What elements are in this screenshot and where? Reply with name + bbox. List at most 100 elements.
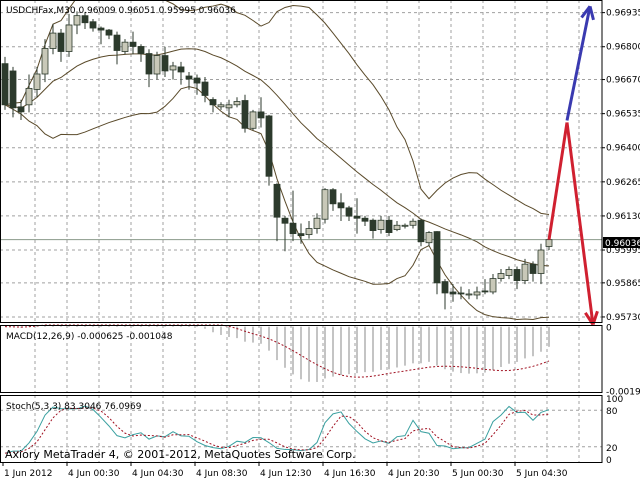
candle-bear <box>113 34 121 51</box>
candle-bear <box>449 291 457 295</box>
candle-bear <box>9 70 17 109</box>
time-tick-label: 5 Jun 04:30 <box>516 469 568 479</box>
price-axis: 0.96935 0.96800 0.96670 0.96535 0.96400 0.962… <box>602 9 640 466</box>
candle-bull <box>233 101 241 106</box>
candle-bear <box>337 202 345 209</box>
candle-bull <box>521 263 529 281</box>
price-tick-label: 0.96130 <box>606 212 640 222</box>
candle-bear <box>17 106 25 113</box>
candle-bear <box>329 189 337 205</box>
chart-title: USDCHFax,M30 0.96009 0.96051 0.95995 0.9… <box>6 6 236 16</box>
macd-tick-label: 0 <box>606 324 612 334</box>
current-price-label: 0.96036 <box>605 239 640 249</box>
time-tick-label: 4 Jun 00:30 <box>68 469 120 479</box>
candle-bear <box>361 217 369 222</box>
candle-bull <box>305 228 313 236</box>
macd-label: MACD(12,26,9) -0.000625 -0.001048 <box>6 332 173 342</box>
panel-frames <box>0 0 603 463</box>
time-tick-label: 4 Jun 16:30 <box>324 469 376 479</box>
candle-bull <box>489 278 497 293</box>
candle-bear <box>265 115 273 177</box>
candle-bull <box>393 224 401 230</box>
candle-bear <box>97 27 105 31</box>
red-arrow-up-leg <box>547 122 569 240</box>
blue-arrow-up-head <box>580 5 592 19</box>
candle-bear <box>257 111 265 119</box>
candle-bull <box>465 293 473 296</box>
bollinger-middle <box>4 48 550 267</box>
candle-bear <box>81 15 89 24</box>
stoch-tick-label: 0 <box>606 456 612 466</box>
blue-arrow-up-head <box>588 5 595 21</box>
candle-bull <box>121 41 129 52</box>
candle-bear <box>145 53 153 75</box>
candle-bear <box>89 21 97 29</box>
stoch-tick-label: 80 <box>606 407 618 417</box>
candle-bear <box>1 63 9 106</box>
grid <box>0 0 602 462</box>
candle-bear <box>441 281 449 294</box>
macd-panel <box>4 324 550 382</box>
bollinger-bands <box>4 0 550 320</box>
candle-bull <box>401 224 409 227</box>
candle-bear <box>57 32 65 52</box>
candle-bear <box>345 207 353 217</box>
candle-bull <box>505 269 513 276</box>
candle-bull <box>169 65 177 71</box>
candle-bear <box>457 292 465 295</box>
current-price-box <box>603 237 640 248</box>
candle-bull <box>153 55 161 75</box>
bollinger-lower <box>4 86 550 320</box>
stoch-tick-label: 20 <box>606 444 618 454</box>
time-tick-label: 1 Jun 2012 <box>4 469 52 479</box>
candle-bull <box>225 104 233 109</box>
time-tick-label: 4 Jun 20:30 <box>388 469 440 479</box>
bollinger-upper <box>4 0 550 216</box>
price-tick-label: 0.95730 <box>606 313 640 323</box>
candles <box>1 11 553 310</box>
price-tick-label: 0.96670 <box>606 76 640 86</box>
candle-bull <box>65 24 73 52</box>
price-tick-label: 0.96800 <box>606 43 640 53</box>
candle-bear <box>281 217 289 224</box>
panel-frame <box>0 325 603 393</box>
stoch-tick-label: 100 <box>606 395 623 405</box>
candle-bull <box>73 15 81 26</box>
candle-bear <box>513 269 521 281</box>
candle-bear <box>353 215 361 219</box>
candle-bear <box>129 41 137 47</box>
candle-bull <box>313 217 321 229</box>
candle-bear <box>433 231 441 284</box>
stoch-label: Stoch(5,3,3) 83.3046 76.0969 <box>6 402 142 412</box>
candle-bull <box>377 219 385 230</box>
candle-bear <box>161 55 169 72</box>
time-tick-label: 4 Jun 04:30 <box>132 469 184 479</box>
price-tick-label: 0.96535 <box>606 110 640 120</box>
time-tick-label: 5 Jun 00:30 <box>452 469 504 479</box>
candle-bear <box>241 100 249 129</box>
macd-tick-label: -0.00190 <box>606 387 640 397</box>
candle-bear <box>105 29 113 36</box>
candle-bull <box>409 220 417 226</box>
candle-bull <box>545 239 553 247</box>
candle-bear <box>273 183 281 218</box>
candle-bull <box>249 111 257 129</box>
candle-bear <box>297 233 305 237</box>
price-tick-label: 0.95995 <box>606 246 640 256</box>
time-tick-label: 4 Jun 08:30 <box>196 469 248 479</box>
candle-bull <box>41 48 49 75</box>
candle-bear <box>529 263 537 274</box>
panel-frame <box>0 395 603 463</box>
stoch-main-line <box>4 405 550 454</box>
red-arrow-down <box>565 122 595 325</box>
candle-bull <box>33 73 41 90</box>
candle-bull <box>497 273 505 279</box>
candle-bear <box>369 219 377 231</box>
candle-bear <box>385 219 393 233</box>
candle-bear <box>185 75 193 80</box>
candle-bull <box>321 189 329 220</box>
candle-bull <box>537 249 545 274</box>
candle-bear <box>177 66 185 73</box>
stoch-panel <box>0 405 602 454</box>
